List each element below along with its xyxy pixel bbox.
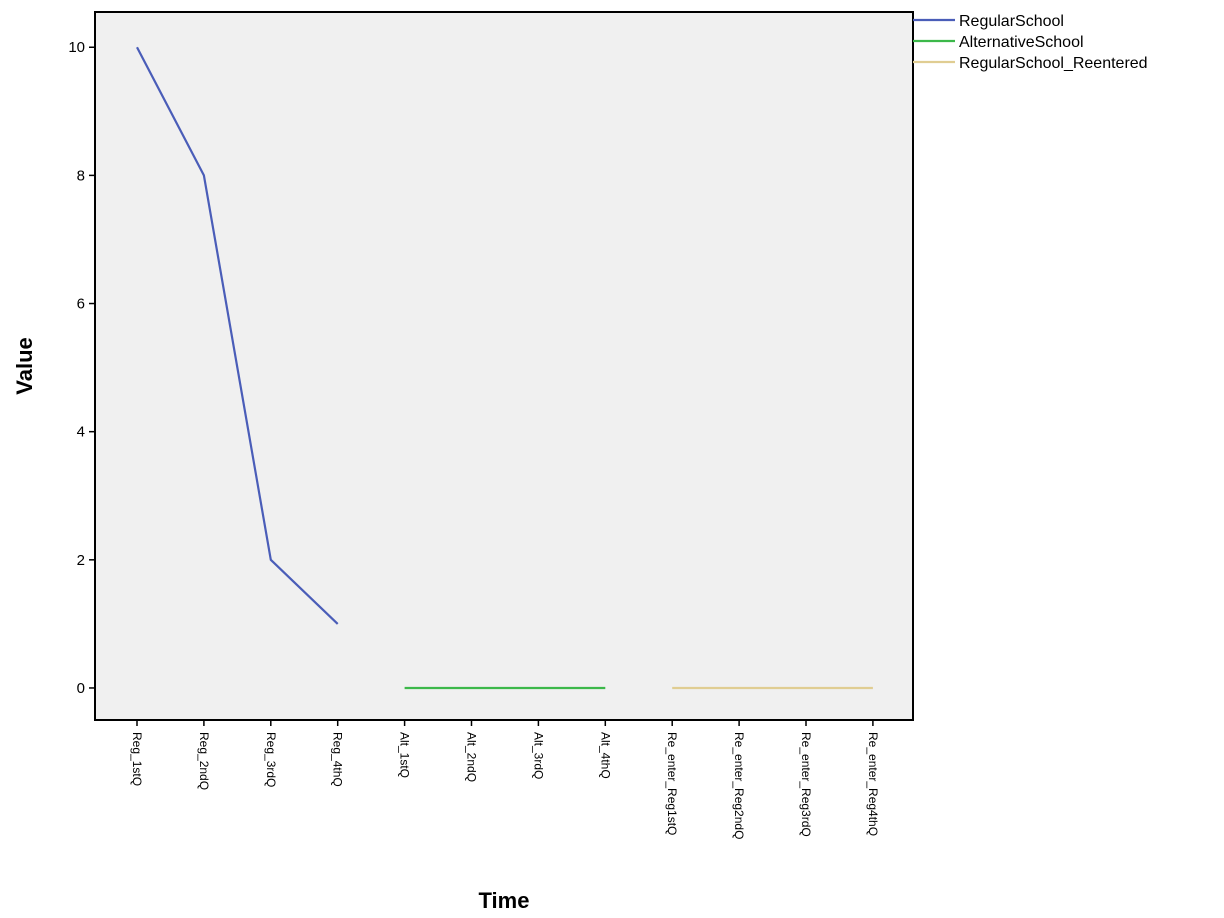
y-axis-title: Value	[12, 337, 37, 394]
y-axis: 0 2 4 6 8 10	[68, 39, 95, 697]
y-tick-label: 6	[77, 296, 85, 313]
x-tick-label: Reg_2ndQ	[197, 732, 211, 790]
legend-entry: RegularSchool_Reentered	[959, 55, 1148, 72]
x-tick-label: Re_enter_Reg1stQ	[665, 732, 679, 835]
legend: RegularSchool AlternativeSchool RegularSch…	[913, 13, 1148, 72]
x-tick-label: Reg_1stQ	[130, 732, 144, 786]
x-tick-label: Alt_3rdQ	[531, 732, 545, 779]
series-layer	[136, 46, 873, 690]
plot-area	[94, 11, 914, 721]
x-tick-label: Re_enter_Reg4thQ	[866, 732, 880, 836]
legend-entry: RegularSchool	[959, 13, 1064, 30]
y-tick-label: 4	[77, 424, 85, 441]
x-tick-label: Alt_2ndQ	[465, 732, 479, 782]
x-axis-title: Time	[479, 888, 530, 913]
legend-entry: AlternativeSchool	[959, 34, 1084, 51]
x-tick-label: Re_enter_Reg2ndQ	[732, 732, 746, 839]
x-tick-label: Alt_4thQ	[598, 732, 612, 779]
y-tick-label: 8	[77, 167, 85, 184]
x-tick-label: Reg_4thQ	[331, 732, 345, 787]
x-tick-label: Alt_1stQ	[398, 732, 412, 778]
y-tick-label: 2	[77, 552, 85, 569]
x-tick-label: Re_enter_Reg3rdQ	[799, 732, 813, 837]
y-tick-label: 10	[68, 39, 85, 56]
series-line-regularschool	[136, 46, 339, 625]
x-axis: Reg_1stQ Reg_2ndQ Reg_3rdQ Reg_4thQ Alt_1stQ…	[130, 720, 880, 839]
x-tick-label: Reg_3rdQ	[264, 732, 278, 787]
y-tick-label: 0	[77, 680, 85, 697]
